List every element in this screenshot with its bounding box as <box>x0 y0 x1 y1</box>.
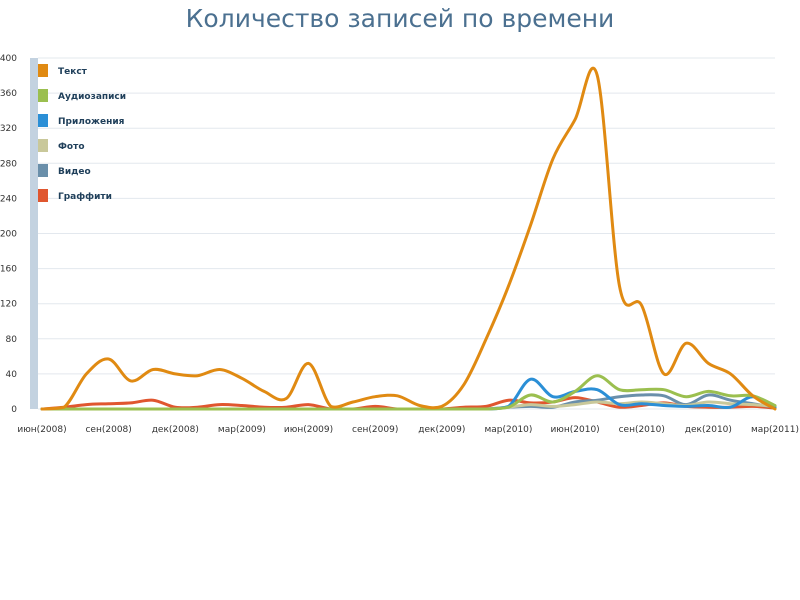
y-tick-label: 280 <box>0 159 17 169</box>
x-tick-label: мар(2011) <box>751 425 799 435</box>
legend-label: Граффити <box>58 192 112 202</box>
y-tick-label: 320 <box>0 124 17 134</box>
x-tick-label: дек(2010) <box>685 425 732 435</box>
x-tick-label: дек(2008) <box>152 425 199 435</box>
y-tick-label: 120 <box>0 300 17 310</box>
y-tick-label: 80 <box>6 335 18 345</box>
legend-swatch <box>38 189 48 202</box>
y-tick-label: 400 <box>0 54 17 64</box>
x-tick-label: сен(2008) <box>85 425 131 435</box>
x-tick-label: июн(2009) <box>284 425 333 435</box>
legend-label: Текст <box>58 67 88 77</box>
legend-label: Фото <box>58 142 85 152</box>
legend-swatch <box>38 164 48 177</box>
y-axis-bar <box>30 58 38 409</box>
grid-layer <box>38 57 775 410</box>
series-line-3 <box>40 377 777 411</box>
x-tick-label: мар(2009) <box>218 425 266 435</box>
x-tick-label: мар(2010) <box>484 425 532 435</box>
y-tick-label: 0 <box>11 405 17 415</box>
y-tick-label: 200 <box>0 230 17 240</box>
x-tick-label: июн(2008) <box>17 425 66 435</box>
series-layer <box>40 66 777 411</box>
series-line-2 <box>40 374 777 411</box>
legend-label: Видео <box>58 167 91 177</box>
x-tick-label: сен(2009) <box>352 425 398 435</box>
x-tick-label: сен(2010) <box>619 425 665 435</box>
legend-swatch <box>38 89 48 102</box>
x-tick-label: июн(2010) <box>550 425 599 435</box>
legend-label: Аудиозаписи <box>58 92 126 102</box>
legend-swatch <box>38 64 48 77</box>
legend-swatch <box>38 114 48 127</box>
axis-layer: 0 40 80 120 160 200 240 280 320 360 400 июн(2008) се… <box>0 54 799 435</box>
chart-title: Количество записей по времени <box>185 4 615 33</box>
y-tick-label: 360 <box>0 89 17 99</box>
legend: Текст Аудиозаписи Приложения Фото Видео Графф… <box>38 64 126 202</box>
legend-swatch <box>38 139 48 152</box>
y-tick-label: 240 <box>0 194 17 204</box>
y-tick-label: 40 <box>6 370 18 380</box>
legend-label: Приложения <box>58 117 125 127</box>
x-tick-label: дек(2009) <box>418 425 465 435</box>
series-line-1 <box>40 66 777 411</box>
y-tick-label: 160 <box>0 265 17 275</box>
